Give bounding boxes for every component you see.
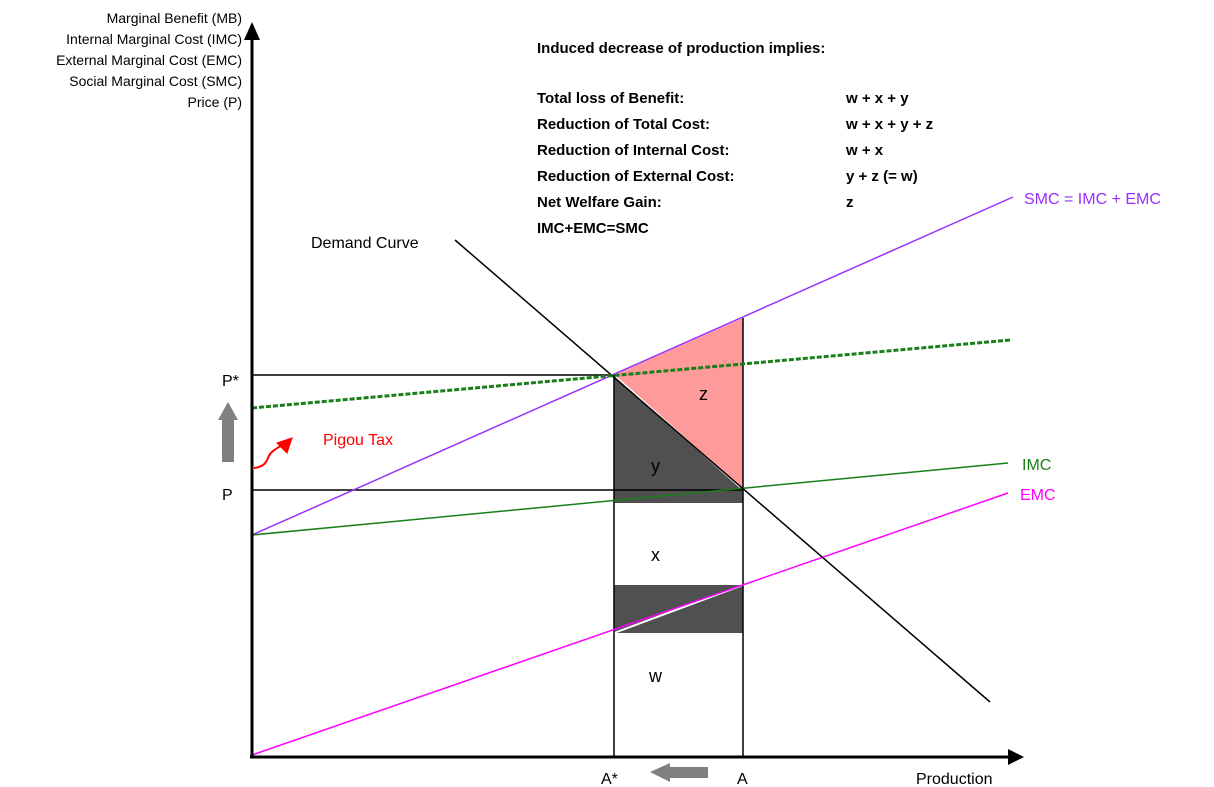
- demand-curve-label: Demand Curve: [311, 235, 419, 252]
- region-w-label: w: [648, 666, 663, 686]
- box-row-value: y + z (= w): [846, 168, 918, 185]
- smc-line: [251, 196, 1014, 536]
- y-label-mb: Marginal Benefit (MB): [107, 10, 242, 26]
- region-y-label: y: [651, 456, 660, 476]
- region-x-label: x: [651, 545, 660, 565]
- x-axis-arrowhead: [1008, 749, 1024, 765]
- box-row-value: z: [846, 194, 854, 211]
- box-row-label: Reduction of Internal Cost:: [537, 142, 730, 159]
- box-row-value: w + x + y + z: [845, 116, 933, 133]
- p-label: P: [222, 487, 233, 504]
- tax-inclusive-cost-line: [251, 338, 1011, 410]
- box-row-label: Reduction of External Cost:: [537, 168, 735, 185]
- a-star-label: A*: [601, 771, 618, 787]
- region-y-lower-band: [614, 490, 743, 503]
- box-row-label: Total loss of Benefit:: [537, 90, 684, 107]
- y-label-emc: External Marginal Cost (EMC): [56, 52, 242, 68]
- y-label-imc: Internal Marginal Cost (IMC): [66, 31, 242, 47]
- demand-curve-line: [454, 239, 991, 703]
- pigou-tax-arrow: [253, 437, 293, 469]
- y-label-price: Price (P): [188, 94, 242, 110]
- box-row-label: Reduction of Total Cost:: [537, 116, 710, 133]
- box-row-label: Net Welfare Gain:: [537, 194, 662, 211]
- smc-label: SMC = IMC + EMC: [1024, 191, 1161, 208]
- box-row-value: w + x + y: [845, 90, 909, 107]
- emc-line: [251, 492, 1009, 756]
- p-star-label: P*: [222, 373, 239, 390]
- up-arrow-icon: [218, 402, 238, 462]
- box-row-label: IMC+EMC=SMC: [537, 220, 649, 237]
- region-z-fill: [614, 318, 743, 490]
- pigou-tax-label: Pigou Tax: [323, 432, 393, 449]
- region-z-label: z: [699, 384, 708, 404]
- box-row-value: w + x: [845, 142, 884, 159]
- a-label: A: [737, 771, 748, 787]
- imc-line: [251, 462, 1009, 536]
- emc-label: EMC: [1020, 487, 1056, 504]
- imc-label: IMC: [1022, 457, 1051, 474]
- box-heading: Induced decrease of production implies:: [537, 40, 825, 57]
- left-arrow-icon: [650, 763, 708, 782]
- y-label-smc: Social Marginal Cost (SMC): [69, 73, 242, 89]
- y-axis-arrowhead: [244, 22, 260, 40]
- x-axis-title: Production: [916, 771, 993, 787]
